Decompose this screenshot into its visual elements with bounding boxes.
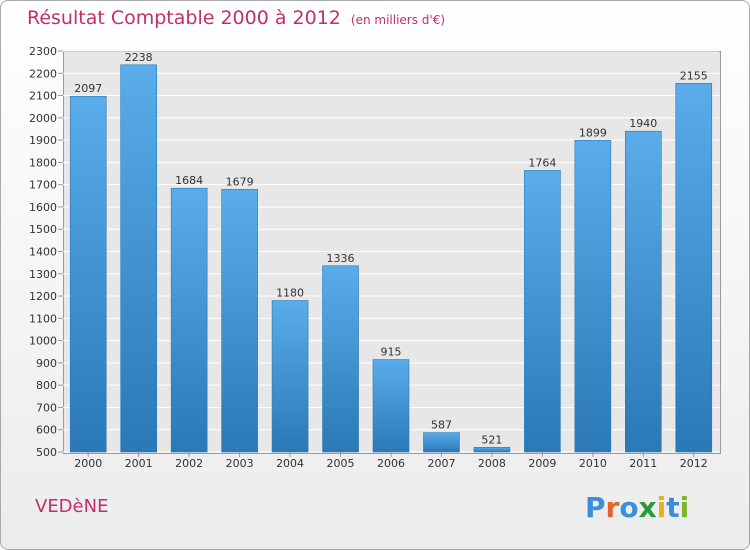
x-tick-label-2012: 2012 [680,457,708,470]
y-tick-label: 2100 [29,90,57,103]
x-tick-label-2009: 2009 [528,457,556,470]
y-tick-label: 700 [36,401,57,414]
chart-subtitle: (en milliers d'€) [350,13,446,27]
bar-2005 [322,265,359,453]
proxiti-logo: Proxiti [585,491,689,524]
y-tick-label: 1600 [29,201,57,214]
chart-title: Résultat Comptable 2000 à 2012 (en millie… [27,7,445,29]
x-tick-label-2007: 2007 [427,457,455,470]
bar-2003 [221,189,258,453]
data-label-2002: 1684 [175,174,203,187]
y-tick-label: 1900 [29,134,57,147]
logo-letter: r [605,491,620,524]
x-tick-label-2001: 2001 [125,457,153,470]
data-label-2007: 587 [431,419,452,432]
bar-2004 [271,300,309,453]
y-tick-label: 800 [36,379,57,392]
y-tick-label: 1800 [29,156,57,169]
data-label-2010: 1899 [579,126,607,139]
y-tick-label: 600 [36,424,57,437]
y-tick-label: 2300 [29,45,57,58]
x-tick-label-2002: 2002 [175,457,203,470]
y-tick-label: 2000 [29,112,57,125]
y-tick-label: 900 [36,357,57,370]
x-tick-label-2000: 2000 [74,457,102,470]
city-name: VEDèNE [35,496,109,517]
y-tick-label: 1500 [29,223,57,236]
y-tick-label: 1300 [29,268,57,281]
x-axis-ticks: 2000 2001 2002 2003 2004 2005 2006 2007 2008 2009… [74,452,708,470]
bar-2001 [120,64,157,453]
bar-2010 [574,140,612,453]
y-tick-label: 500 [36,446,57,459]
data-label-2003: 1679 [226,175,254,188]
data-label-2012: 2155 [680,69,708,82]
bar-2012 [675,83,713,453]
x-tick-label-2010: 2010 [579,457,607,470]
data-label-2008: 521 [481,433,502,446]
x-tick-label-2011: 2011 [629,457,657,470]
logo-letter: P [585,491,606,524]
logo-letter: t [666,491,680,524]
bar-2008 [473,447,511,453]
data-label-2001: 2238 [125,51,153,64]
x-tick-label-2006: 2006 [377,457,405,470]
logo-letter: x [638,491,657,524]
x-tick-label-2003: 2003 [226,457,254,470]
bar-2006 [372,359,410,453]
bar-2002 [170,187,208,453]
bar-2000 [69,95,107,453]
logo-letter: i [679,491,690,524]
bar-2007 [423,432,460,453]
y-tick-label: 2200 [29,67,57,80]
x-tick-label-2008: 2008 [478,457,506,470]
data-label-2005: 1336 [327,252,355,265]
data-label-2004: 1180 [276,287,304,300]
logo-letter: i [656,491,667,524]
x-tick-label-2004: 2004 [276,457,304,470]
y-tick-label: 1700 [29,179,57,192]
y-tick-label: 1100 [29,312,57,325]
x-tick-label-2005: 2005 [327,457,355,470]
bar-2009 [524,170,561,453]
data-label-2011: 1940 [629,117,657,130]
y-tick-label: 1000 [29,335,57,348]
data-label-2000: 2097 [74,82,102,95]
y-axis-ticks: 500 600 700 800 900 1000 1100 1200 1300 1400 1500 1… [29,45,63,459]
y-tick-label: 1400 [29,246,57,259]
y-tick-label: 1200 [29,290,57,303]
bar-2011 [625,130,662,453]
logo-letter: o [619,491,639,524]
data-label-2009: 1764 [528,156,556,169]
bars [69,64,713,453]
data-labels: 2097 2238 1684 1679 1180 1336 915 587 521 1764 189… [74,51,708,447]
data-label-2006: 915 [381,346,402,359]
title-text: Résultat Comptable 2000 à 2012 [27,7,341,29]
